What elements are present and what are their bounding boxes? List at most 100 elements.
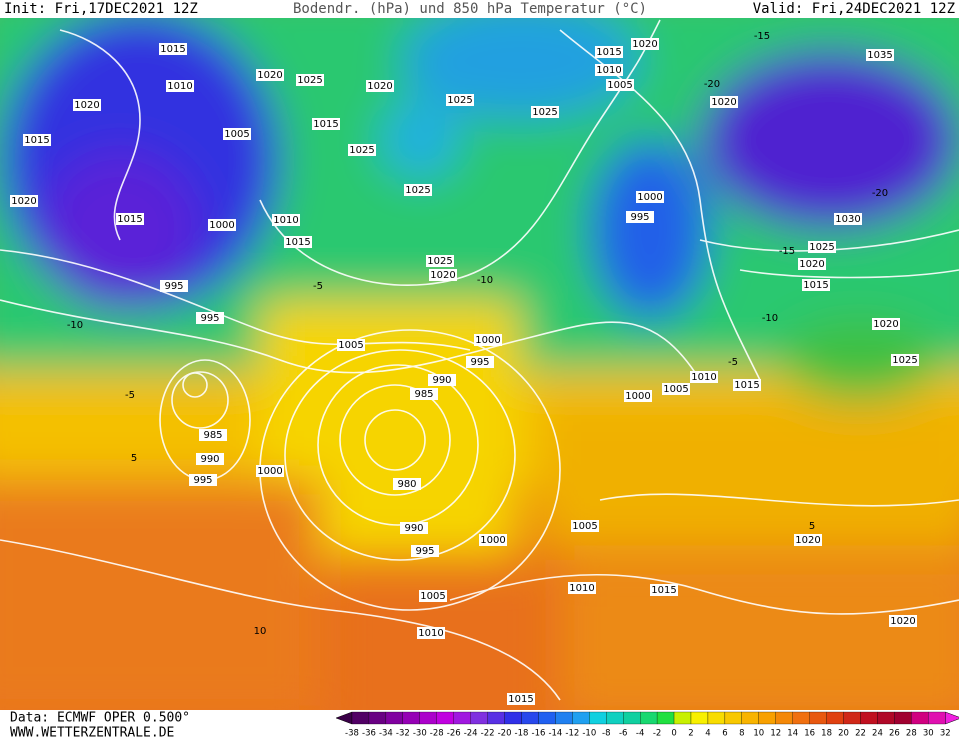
temperature-label: -5: [728, 357, 738, 368]
colorbar-tick-label: 12: [770, 729, 781, 739]
isobar-label: 1010: [167, 81, 192, 92]
isobar-label: 980: [397, 479, 416, 490]
isobar-label-box: [872, 318, 900, 330]
isobar-label: 1015: [285, 237, 310, 248]
isobar-label: 1020: [873, 319, 898, 330]
isobar-label: 1010: [273, 215, 298, 226]
isobar-label-box: [256, 69, 284, 81]
isobar-label: 1015: [596, 47, 621, 58]
isobar-label: 1000: [637, 192, 662, 203]
isobar-label-box: [337, 339, 365, 351]
isobar-label: 1010: [418, 628, 443, 639]
isobar-label: 1020: [890, 616, 915, 627]
colorbar-swatch: [724, 711, 743, 725]
isobar-label-box: [348, 144, 376, 156]
colorbar-swatch: [521, 711, 539, 725]
colorbar-swatch: [487, 711, 505, 725]
isobar-label-box: [393, 478, 421, 490]
colorbar-swatch: [911, 711, 929, 725]
isobar-label-box: [429, 269, 457, 281]
isobar-label: 1020: [795, 535, 820, 546]
isobar-label: 1020: [74, 100, 99, 111]
isobar-label-box: [284, 236, 312, 248]
map-field: 1015 1010 1020 1015 1020 1025 1020 1005 1015 1025…: [0, 18, 959, 710]
isobar-label: 995: [470, 357, 489, 368]
colorbar-swatch: [470, 711, 488, 725]
colorbar-swatch: [826, 711, 844, 725]
colorbar-tick-label: 10: [753, 729, 764, 739]
isobar-label: 995: [415, 546, 434, 557]
isobar-label-box: [410, 388, 438, 400]
isobar-label: 995: [164, 281, 183, 292]
isobar-label: 1000: [480, 535, 505, 546]
colorbar-tick-label: 20: [838, 729, 849, 739]
isobar-label: 1020: [799, 259, 824, 270]
colorbar-swatch: [860, 711, 878, 725]
isobar-label-box: [733, 379, 761, 391]
colorbar-tick-label: 4: [705, 729, 710, 739]
temperature-label: -10: [67, 320, 83, 331]
colorbar-swatch: [640, 711, 658, 725]
colorbar-swatch: [623, 711, 641, 725]
temperature-label: -10: [762, 313, 778, 324]
isobar-label: 1025: [809, 242, 834, 253]
colorbar-swatch: [419, 711, 437, 725]
colorbar-tick-label: -18: [515, 729, 529, 739]
isobar-label-box: [411, 545, 439, 557]
isobar-label-box: [196, 312, 224, 324]
isobar-label: 1025: [447, 95, 472, 106]
isobar-label-box: [159, 43, 187, 55]
colorbar-tick-label: -14: [548, 729, 562, 739]
isobar-label: 990: [432, 375, 451, 386]
isobar-label: 1020: [257, 70, 282, 81]
colorbar-tick-label: 30: [923, 729, 934, 739]
isobar-label: 1010: [691, 372, 716, 383]
temperature-label: -10: [477, 275, 493, 286]
colorbar-tick-label: -16: [532, 729, 546, 739]
colorbar-tick-label: -34: [379, 729, 393, 739]
isobar-label-box: [223, 128, 251, 140]
isobar-label: 1025: [349, 145, 374, 156]
isobar-label: 1015: [313, 119, 338, 130]
isobar-label: 1000: [209, 220, 234, 231]
isobar-label-box: [606, 79, 634, 91]
data-source: Data: ECMWF OPER 0.500°: [10, 711, 190, 726]
isobar-label: 1025: [427, 256, 452, 267]
isobar-label-box: [479, 534, 507, 546]
isobar-label-box: [626, 211, 654, 223]
isobar-label-box: [296, 74, 324, 86]
isobar-label-box: [571, 520, 599, 532]
temperature-label: 5: [809, 521, 815, 532]
colorbar-swatch: [504, 711, 522, 725]
colorbar-tick-label: 6: [722, 729, 727, 739]
colorbar-tick-label: -38: [345, 729, 359, 739]
isobar-label: 1030: [835, 214, 860, 225]
colorbar-swatch: [453, 711, 471, 725]
isobar-label: 1005: [338, 340, 363, 351]
colorbar-swatch: [436, 711, 454, 725]
isobar-label-box: [208, 219, 236, 231]
isobar-label-box: [631, 38, 659, 50]
colorbar-swatch: [690, 711, 709, 725]
isobar-label: 1035: [867, 50, 892, 61]
colorbar-swatch: [351, 711, 370, 725]
colorbar-swatch: [707, 711, 726, 725]
isobar-label: 1000: [257, 466, 282, 477]
isobar-label-box: [595, 64, 623, 76]
isobar-label-box: [866, 49, 894, 61]
isobar-label: 995: [193, 475, 212, 486]
isobar-label: 1010: [569, 583, 594, 594]
isobar-label-box: [474, 334, 502, 346]
isobar-label: 1010: [596, 65, 621, 76]
isobar-label-box: [889, 615, 917, 627]
colorbar-tick-label: 32: [940, 729, 951, 739]
colorbar-swatch: [877, 711, 895, 725]
isobar-label: 990: [200, 454, 219, 465]
colorbar-swatch: [809, 711, 827, 725]
colorbar-swatch: [741, 711, 759, 725]
isobar-label-box: [23, 134, 51, 146]
isobar-label-box: [160, 280, 188, 292]
colorbar-arrow: [945, 711, 959, 725]
isobar-label-box: [196, 453, 224, 465]
isobar-label-box: [400, 522, 428, 534]
